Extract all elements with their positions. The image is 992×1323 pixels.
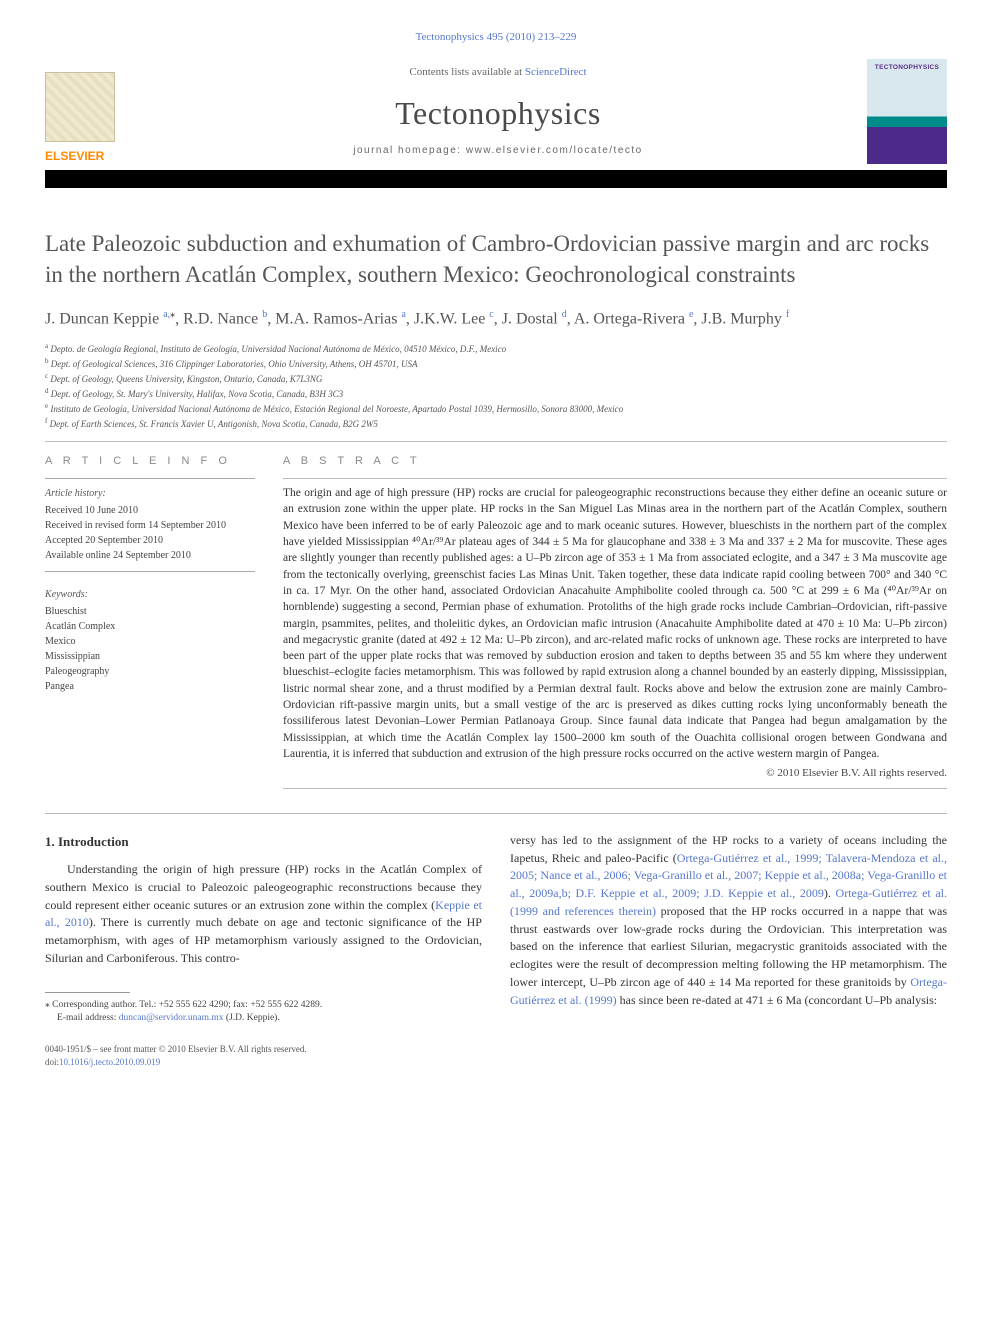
corresponding-star-icon: ⁎ — [170, 309, 175, 320]
doi-prefix: doi: — [45, 1057, 59, 1067]
bottom-matter: 0040-1951/$ – see front matter © 2010 El… — [45, 1043, 482, 1068]
divider — [45, 571, 255, 572]
journal-homepage: journal homepage: www.elsevier.com/locat… — [353, 144, 643, 158]
masthead-center: Contents lists available at ScienceDirec… — [129, 59, 867, 164]
affiliation: c Dept. of Geology, Queens University, K… — [45, 371, 947, 386]
affiliation: f Dept. of Earth Sciences, St. Francis X… — [45, 416, 947, 431]
keyword: Paleogeography — [45, 664, 255, 679]
masthead: ELSEVIER Contents lists available at Sci… — [45, 59, 947, 164]
abstract-copyright: © 2010 Elsevier B.V. All rights reserved… — [283, 766, 947, 781]
corresponding-footnote: ⁎ Corresponding author. Tel.: +52 555 62… — [45, 999, 482, 1026]
keyword: Mexico — [45, 634, 255, 649]
contents-availability: Contents lists available at ScienceDirec… — [409, 65, 586, 80]
keyword: Blueschist — [45, 604, 255, 619]
affil-text: Dept. of Geology, Queens University, Kin… — [50, 374, 322, 384]
column-right: versy has led to the assignment of the H… — [510, 832, 947, 1069]
affil-key: c — [45, 372, 48, 380]
affil-key: e — [45, 402, 48, 410]
affiliation: e Instituto de Geología, Universidad Nac… — [45, 401, 947, 416]
article-info-heading: A R T I C L E I N F O — [45, 454, 255, 469]
top-citation-link[interactable]: Tectonophysics 495 (2010) 213–229 — [416, 31, 577, 43]
author: J. Duncan Keppie — [45, 311, 159, 328]
abstract-heading: A B S T R A C T — [283, 454, 947, 469]
divider — [45, 441, 947, 442]
contents-prefix: Contents lists available at — [409, 66, 524, 78]
doi-line: doi:10.1016/j.tecto.2010.09.019 — [45, 1056, 482, 1069]
elsevier-tree-icon — [45, 72, 115, 142]
author: A. Ortega-Rivera — [574, 311, 685, 328]
journal-name: Tectonophysics — [395, 91, 601, 136]
email-label: E-mail address: — [57, 1013, 119, 1023]
article-info-block: A R T I C L E I N F O Article history: R… — [45, 454, 255, 794]
author-affil-sup[interactable]: b — [262, 309, 267, 320]
masthead-divider-bar — [45, 170, 947, 188]
publisher-name: ELSEVIER — [45, 148, 119, 165]
info-abstract-row: A R T I C L E I N F O Article history: R… — [45, 454, 947, 794]
cover-label: TECTONOPHYSICS — [875, 63, 939, 72]
publisher-logo-block: ELSEVIER — [45, 59, 119, 164]
body-columns: 1. Introduction Understanding the origin… — [45, 832, 947, 1069]
intro-text: ). There is currently much debate on age… — [45, 915, 482, 965]
issn-line: 0040-1951/$ – see front matter © 2010 El… — [45, 1043, 482, 1056]
column-left: 1. Introduction Understanding the origin… — [45, 832, 482, 1069]
history-line: Accepted 20 September 2010 — [45, 533, 255, 548]
intro-text: ). — [824, 886, 836, 900]
affil-text: Instituto de Geología, Universidad Nacio… — [50, 404, 623, 414]
journal-cover-thumb: TECTONOPHYSICS — [867, 59, 947, 164]
keyword: Acatlán Complex — [45, 619, 255, 634]
history-line: Received in revised form 14 September 20… — [45, 518, 255, 533]
footnote-line: ⁎ Corresponding author. Tel.: +52 555 62… — [45, 999, 482, 1012]
affil-key: d — [45, 387, 49, 395]
intro-paragraph: versy has led to the assignment of the H… — [510, 832, 947, 1010]
author: J.B. Murphy — [701, 311, 781, 328]
author-affil-sup[interactable]: c — [489, 309, 493, 320]
top-citation: Tectonophysics 495 (2010) 213–229 — [45, 30, 947, 45]
author: J.K.W. Lee — [414, 311, 485, 328]
intro-text: has since been re-dated at 471 ± 6 Ma (c… — [617, 993, 938, 1007]
footnote-rule — [45, 992, 130, 993]
history-line: Available online 24 September 2010 — [45, 548, 255, 563]
author: R.D. Nance — [183, 311, 258, 328]
history-line: Received 10 June 2010 — [45, 503, 255, 518]
affil-key: f — [45, 417, 47, 425]
authors-line: J. Duncan Keppie a,⁎, R.D. Nance b, M.A.… — [45, 308, 947, 331]
affil-text: Dept. of Geological Sciences, 316 Clippi… — [51, 359, 418, 369]
affiliations: a Depto. de Geología Regional, Instituto… — [45, 341, 947, 431]
abstract-block: A B S T R A C T The origin and age of hi… — [283, 454, 947, 794]
intro-heading: 1. Introduction — [45, 832, 482, 851]
footnote-line: E-mail address: duncan@servidor.unam.mx … — [57, 1012, 482, 1025]
author-affil-sup[interactable]: f — [786, 309, 789, 320]
divider — [283, 478, 947, 479]
section-divider — [45, 813, 947, 814]
author: J. Dostal — [502, 311, 558, 328]
affil-text: Depto. de Geología Regional, Instituto d… — [50, 344, 506, 354]
divider — [283, 788, 947, 789]
keyword: Pangea — [45, 679, 255, 694]
author: M.A. Ramos-Arias — [275, 311, 397, 328]
history-label: Article history: — [45, 487, 255, 501]
intro-text: Understanding the origin of high pressur… — [45, 862, 482, 912]
affiliation: a Depto. de Geología Regional, Instituto… — [45, 341, 947, 356]
affil-key: b — [45, 357, 49, 365]
article-title: Late Paleozoic subduction and exhumation… — [45, 228, 947, 290]
author-affil-sup[interactable]: d — [562, 309, 567, 320]
email-link[interactable]: duncan@servidor.unam.mx — [119, 1013, 224, 1023]
email-attribution: (J.D. Keppie). — [224, 1013, 280, 1023]
doi-link[interactable]: 10.1016/j.tecto.2010.09.019 — [59, 1057, 160, 1067]
affil-text: Dept. of Geology, St. Mary's University,… — [51, 389, 343, 399]
sciencedirect-link[interactable]: ScienceDirect — [525, 66, 587, 78]
affiliation: b Dept. of Geological Sciences, 316 Clip… — [45, 356, 947, 371]
affiliation: d Dept. of Geology, St. Mary's Universit… — [45, 386, 947, 401]
intro-paragraph: Understanding the origin of high pressur… — [45, 861, 482, 968]
keywords-label: Keywords: — [45, 588, 255, 602]
keyword: Mississippian — [45, 649, 255, 664]
abstract-body: The origin and age of high pressure (HP)… — [283, 485, 947, 763]
author-affil-sup[interactable]: e — [689, 309, 693, 320]
affil-text: Dept. of Earth Sciences, St. Francis Xav… — [50, 419, 378, 429]
divider — [45, 478, 255, 479]
author-affil-sup[interactable]: a — [401, 309, 405, 320]
affil-key: a — [45, 342, 48, 350]
